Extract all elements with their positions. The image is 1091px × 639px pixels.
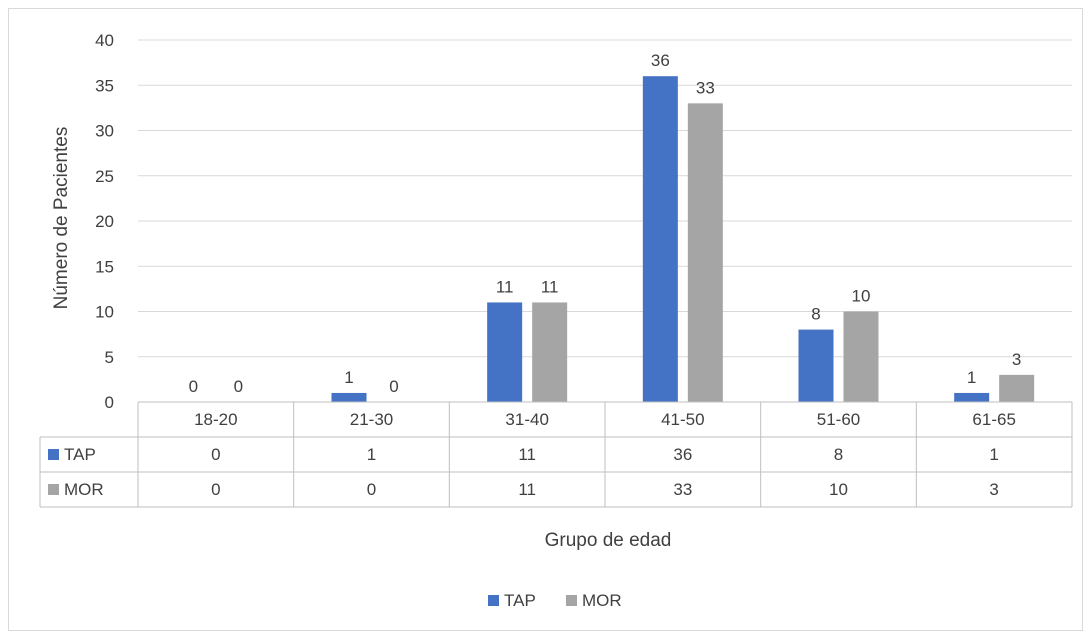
- y-tick-label: 25: [95, 167, 114, 186]
- bar-tap: [487, 302, 523, 402]
- data-label: 11: [541, 277, 559, 296]
- legend-key-mor: [566, 595, 577, 606]
- legend-key-tap: [488, 595, 499, 606]
- table-cell: 33: [673, 480, 692, 499]
- y-tick-label: 40: [95, 31, 114, 50]
- data-label: 10: [852, 287, 871, 306]
- bars: [331, 76, 1035, 402]
- y-tick-label: 30: [95, 122, 114, 141]
- table-cell: 8: [834, 445, 843, 464]
- table-series-name: TAP: [64, 445, 96, 464]
- data-label: 1: [967, 368, 976, 387]
- data-label: 1: [344, 368, 353, 387]
- category-label: 18-20: [194, 410, 237, 429]
- table-cell: 11: [518, 445, 536, 464]
- y-tick-labels: 0 5 10 15 20 25 30 35 40: [95, 31, 114, 412]
- y-tick-label: 35: [95, 76, 114, 95]
- bar-tap: [642, 76, 678, 402]
- table-cell: 11: [518, 480, 536, 499]
- bar-mor: [532, 302, 568, 402]
- category-label: 41-50: [661, 410, 704, 429]
- y-tick-label: 5: [105, 348, 114, 367]
- bar-tap: [798, 329, 834, 402]
- category-label: 31-40: [505, 410, 548, 429]
- y-tick-label: 10: [95, 303, 114, 322]
- table-cell: 1: [367, 445, 376, 464]
- data-label: 0: [234, 377, 243, 396]
- legend: TAP MOR: [488, 591, 622, 610]
- data-label: 33: [696, 78, 715, 97]
- table-series-name: MOR: [64, 480, 104, 499]
- y-tick-label: 15: [95, 257, 114, 276]
- table-cell: 0: [367, 480, 376, 499]
- data-label: 8: [811, 305, 820, 324]
- data-label: 36: [651, 51, 670, 70]
- data-label: 0: [389, 377, 398, 396]
- data-label: 11: [496, 277, 514, 296]
- gridlines: [138, 39, 1072, 403]
- legend-label: TAP: [504, 591, 536, 610]
- bar-mor: [687, 103, 723, 402]
- y-tick-label: 20: [95, 212, 114, 231]
- bar-mor: [843, 311, 879, 402]
- table-cell: 0: [211, 480, 220, 499]
- data-label: 3: [1012, 350, 1021, 369]
- y-axis-label: Número de Pacientes: [51, 127, 72, 310]
- x-axis-label: Grupo de edad: [545, 530, 672, 551]
- table-cell: 36: [673, 445, 692, 464]
- bar-tap: [954, 392, 990, 402]
- data-label: 0: [189, 377, 198, 396]
- table-cell: 0: [211, 445, 220, 464]
- table-cell: 3: [989, 480, 998, 499]
- table-cell: 1: [989, 445, 998, 464]
- table-legend-key-tap: [48, 449, 59, 460]
- bar-mor: [999, 374, 1035, 402]
- y-tick-label: 0: [105, 393, 114, 412]
- bar-tap: [331, 392, 367, 402]
- table-cell: 10: [829, 480, 848, 499]
- category-label: 61-65: [972, 410, 1015, 429]
- category-label: 21-30: [350, 410, 393, 429]
- table-legend-key-mor: [48, 484, 59, 495]
- category-label: 51-60: [817, 410, 860, 429]
- legend-label: MOR: [582, 591, 622, 610]
